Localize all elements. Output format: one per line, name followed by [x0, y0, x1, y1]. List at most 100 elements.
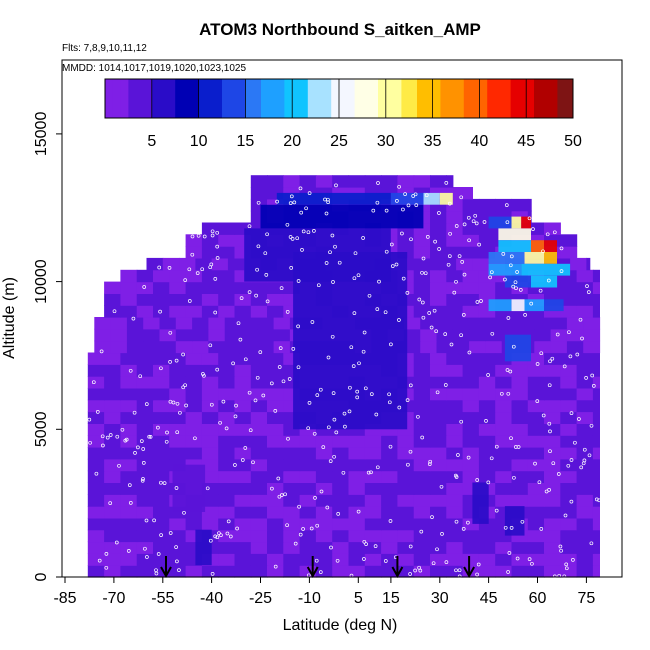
sample-marker — [564, 562, 569, 567]
heatmap-cell — [527, 482, 545, 495]
heatmap-cell — [136, 411, 154, 424]
heatmap-cell — [267, 376, 284, 389]
heatmap-cell — [169, 435, 187, 448]
heatmap-cell — [478, 423, 496, 436]
colorbar-segment — [190, 79, 200, 118]
heatmap-cell — [169, 423, 187, 436]
sample-marker — [293, 541, 298, 546]
heatmap-cell — [201, 423, 219, 436]
sample-marker — [210, 229, 215, 234]
heatmap-cell — [592, 364, 600, 377]
heatmap-cell — [120, 293, 138, 306]
heatmap-feature — [172, 464, 206, 512]
heatmap-cell — [462, 210, 480, 224]
heatmap-cell — [250, 175, 268, 188]
heatmap-cell — [485, 317, 503, 330]
heatmap-cell — [527, 435, 545, 448]
heatmap-cell — [478, 541, 496, 554]
sample-marker — [527, 216, 532, 221]
heatmap-cell — [413, 269, 431, 283]
sample-marker — [503, 277, 507, 282]
sample-marker — [248, 428, 253, 433]
heatmap-cell — [250, 458, 268, 472]
colorbar-tick-label: 30 — [377, 133, 395, 150]
heatmap-cell — [143, 340, 161, 354]
colorbar-segment — [362, 79, 371, 118]
sample-marker — [390, 264, 395, 268]
sample-marker — [486, 373, 490, 377]
heatmap-cell — [527, 364, 545, 377]
heatmap-cell — [576, 517, 594, 531]
colorbar-segment — [331, 79, 340, 118]
sample-marker — [141, 447, 146, 451]
heatmap-cell — [234, 281, 252, 294]
sample-marker — [304, 206, 308, 211]
heatmap-cell — [283, 506, 301, 519]
heatmap-cell — [462, 222, 480, 235]
heatmap-cell — [446, 482, 464, 495]
heatmap-cell — [218, 517, 236, 531]
heatmap-cell — [218, 222, 236, 235]
sample-marker — [253, 398, 258, 403]
heatmap-cell — [430, 246, 447, 259]
heatmap-cell — [218, 387, 236, 401]
heatmap-cell — [250, 187, 268, 200]
heatmap-cell — [201, 246, 219, 259]
colorbar-segment — [393, 79, 402, 118]
heatmap-cell — [169, 376, 187, 389]
heatmap-cell — [218, 482, 236, 495]
heatmap-cell — [87, 541, 105, 554]
heatmap-cell — [218, 399, 236, 413]
heatmap-cell — [104, 541, 121, 554]
heatmap-cell — [478, 458, 496, 472]
heatmap-cell — [586, 257, 591, 271]
heatmap-cell — [560, 234, 578, 247]
heatmap-cell — [511, 565, 529, 578]
heatmap-cell — [241, 340, 258, 354]
heatmap-cell — [250, 553, 268, 566]
sample-marker — [579, 465, 584, 470]
sample-marker — [133, 451, 137, 455]
sample-marker — [215, 535, 220, 540]
sample-marker — [484, 419, 488, 423]
sample-marker — [507, 551, 512, 555]
heatmap-cell — [185, 517, 203, 531]
sample-marker — [482, 220, 487, 224]
colorbar-segment — [198, 79, 207, 118]
heatmap-cell — [332, 517, 350, 531]
sample-marker — [575, 352, 580, 357]
heatmap-cell — [250, 482, 268, 495]
heatmap-cell — [576, 447, 594, 460]
heatmap-cell — [397, 470, 415, 483]
sample-marker — [477, 242, 481, 247]
sample-marker — [298, 186, 303, 191]
heatmap-cell — [364, 175, 382, 188]
heatmap-cell — [250, 293, 268, 306]
heatmap-cell — [201, 470, 219, 483]
heatmap-feature — [472, 482, 489, 524]
sample-marker — [437, 247, 441, 251]
heatmap-cell — [446, 293, 464, 306]
heatmap-cell — [87, 399, 105, 413]
heatmap-feature — [521, 263, 571, 276]
heatmap-cell — [234, 447, 252, 460]
heatmap-cell — [218, 269, 236, 283]
heatmap-cell — [250, 352, 268, 365]
heatmap-cell — [544, 387, 561, 401]
heatmap-cell — [478, 565, 496, 578]
heatmap-cell — [162, 257, 180, 271]
flight-arrows — [160, 556, 475, 579]
sample-marker — [334, 183, 338, 188]
sample-marker — [409, 237, 413, 242]
heatmap-cell — [462, 198, 480, 212]
heatmap-cell — [462, 305, 480, 318]
heatmap-cell — [495, 198, 513, 212]
heatmap-cell — [495, 565, 513, 578]
heatmap-cell — [169, 553, 187, 566]
heatmap-cell — [332, 447, 350, 460]
sample-marker — [210, 233, 215, 238]
heatmap-cell — [104, 553, 121, 566]
y-tick-label: 15000 — [33, 112, 50, 157]
sample-marker — [394, 262, 399, 267]
colorbar-segment — [346, 79, 356, 118]
